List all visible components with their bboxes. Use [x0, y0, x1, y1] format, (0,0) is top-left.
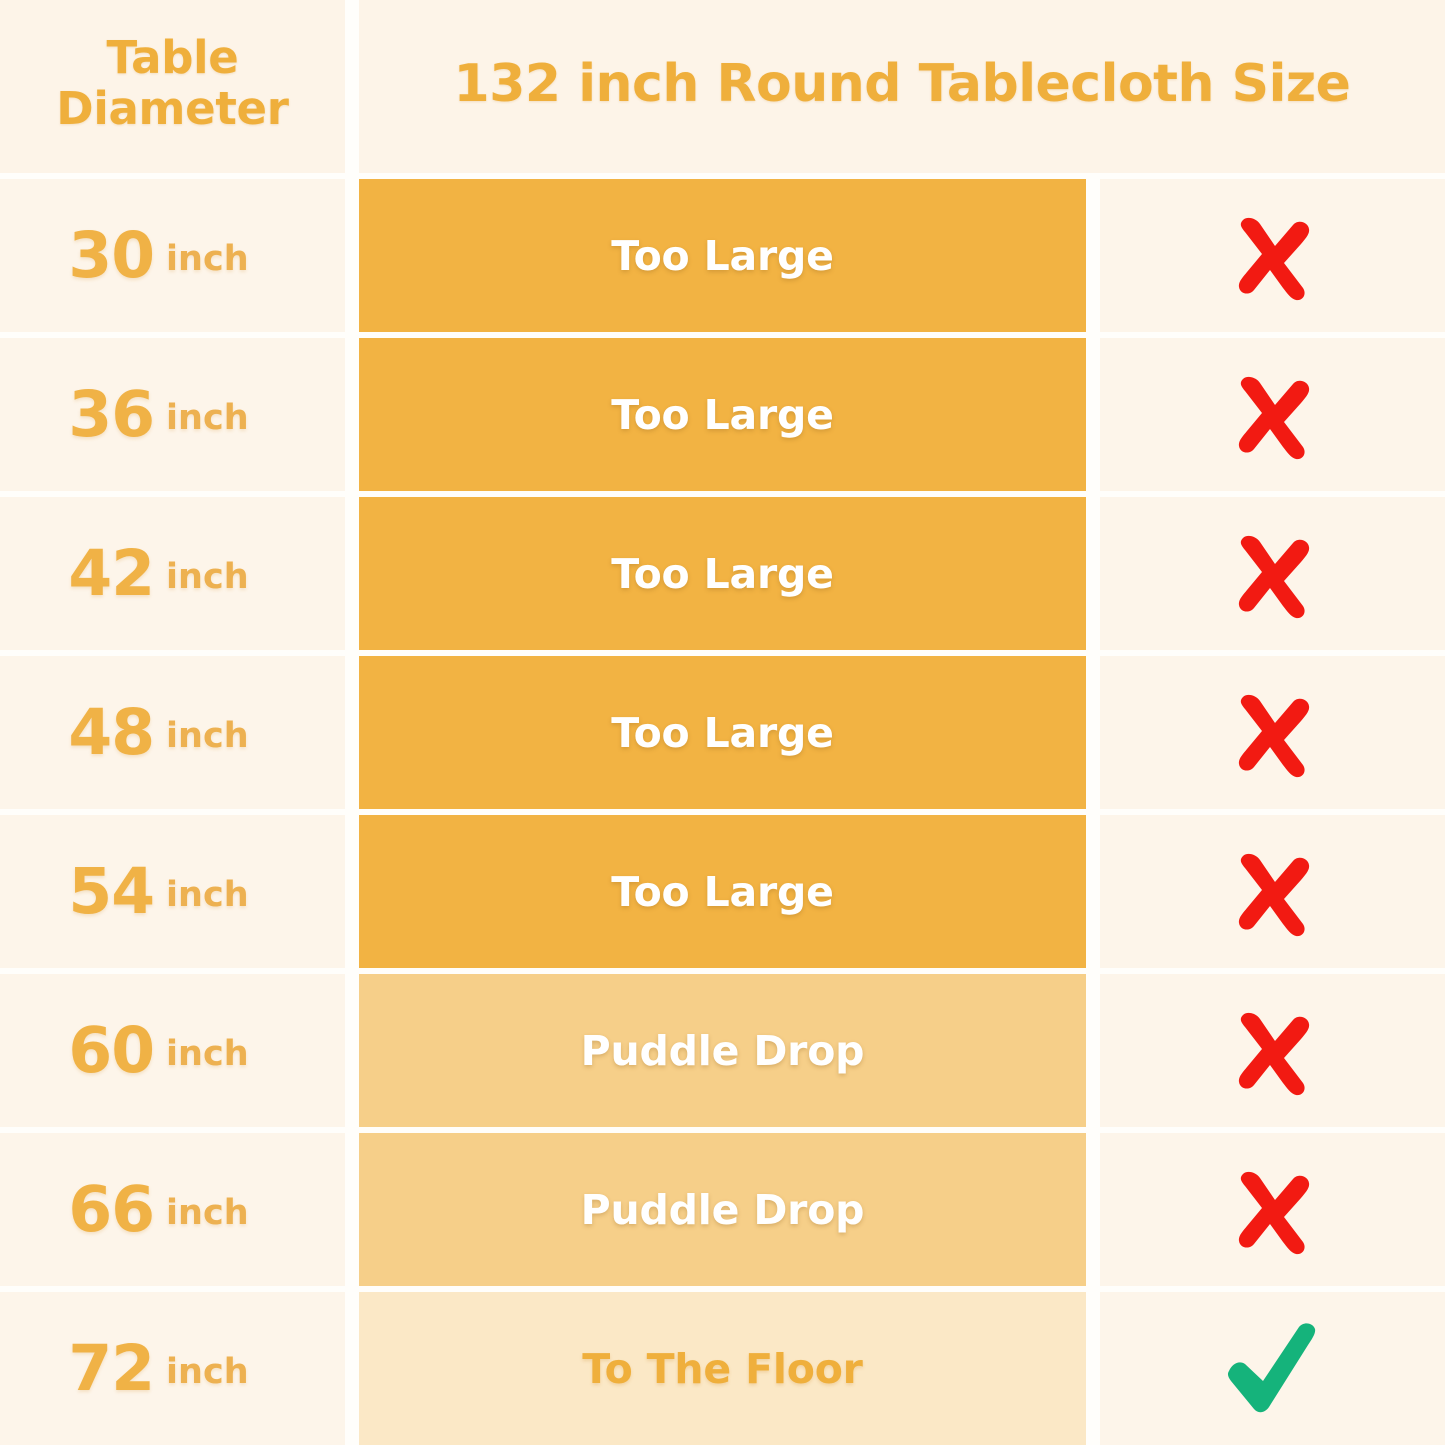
header-table-diameter-line1: Table [106, 31, 239, 85]
diameter-unit: inch [166, 1352, 249, 1392]
verdict-cell [1100, 497, 1445, 650]
status-cell: Too Large [359, 815, 1086, 968]
status-bar: Too Large [359, 179, 1086, 332]
status-label: Too Large [611, 867, 834, 916]
table-row: 72 inch To The Floor [0, 1292, 1445, 1445]
diameter-unit: inch [166, 398, 249, 438]
diameter-value: 36 [68, 378, 155, 451]
diameter-cell: 72 inch [0, 1292, 345, 1445]
status-label: Puddle Drop [580, 1185, 865, 1234]
cross-icon [1223, 206, 1323, 306]
verdict-cell [1100, 338, 1445, 491]
verdict-cell [1100, 974, 1445, 1127]
cross-icon [1223, 842, 1323, 942]
status-bar: Too Large [359, 815, 1086, 968]
header-table-diameter-label: Table Diameter [56, 31, 289, 140]
status-bar: Too Large [359, 497, 1086, 650]
diameter-value: 60 [68, 1014, 155, 1087]
status-bar: Puddle Drop [359, 1133, 1086, 1286]
diameter-value: 30 [68, 219, 155, 292]
verdict-cell [1100, 656, 1445, 809]
table-row: 60 inch Puddle Drop [0, 974, 1445, 1127]
verdict-cell [1100, 815, 1445, 968]
verdict-cell [1100, 1133, 1445, 1286]
diameter-cell: 48 inch [0, 656, 345, 809]
table-row: 42 inch Too Large [0, 497, 1445, 650]
diameter-cell: 36 inch [0, 338, 345, 491]
status-label: To The Floor [582, 1344, 863, 1393]
status-cell: Too Large [359, 497, 1086, 650]
verdict-cell [1100, 1292, 1445, 1445]
status-label: Too Large [611, 390, 834, 439]
diameter-unit: inch [166, 1193, 249, 1233]
status-cell: Puddle Drop [359, 974, 1086, 1127]
status-label: Too Large [611, 708, 834, 757]
table-row: 54 inch Too Large [0, 815, 1445, 968]
check-icon [1223, 1319, 1323, 1419]
diameter-unit: inch [166, 875, 249, 915]
cross-icon [1223, 683, 1323, 783]
cross-icon [1223, 365, 1323, 465]
table-body: 30 inch Too Large 36 inch Too Large 42 inch Too … [0, 173, 1445, 1445]
table-header-row: Table Diameter 132 inch Round Tablecloth… [0, 0, 1445, 173]
status-label: Too Large [611, 549, 834, 598]
cross-icon [1223, 1160, 1323, 1260]
table-row: 66 inch Puddle Drop [0, 1133, 1445, 1286]
header-table-diameter-line2: Diameter [56, 81, 289, 135]
status-cell: To The Floor [359, 1292, 1086, 1445]
status-bar: Too Large [359, 338, 1086, 491]
diameter-value: 42 [68, 537, 155, 610]
diameter-unit: inch [166, 716, 249, 756]
status-label: Too Large [611, 231, 834, 280]
status-label: Puddle Drop [580, 1026, 865, 1075]
header-tablecloth-size-label: 132 inch Round Tablecloth Size [453, 53, 1351, 114]
diameter-value: 48 [68, 696, 155, 769]
diameter-cell: 42 inch [0, 497, 345, 650]
status-cell: Puddle Drop [359, 1133, 1086, 1286]
diameter-unit: inch [166, 557, 249, 597]
verdict-cell [1100, 179, 1445, 332]
diameter-unit: inch [166, 239, 249, 279]
status-bar: To The Floor [359, 1292, 1086, 1445]
header-cell-table-diameter: Table Diameter [0, 0, 345, 173]
diameter-unit: inch [166, 1034, 249, 1074]
header-cell-tablecloth-size: 132 inch Round Tablecloth Size [359, 0, 1445, 173]
table-row: 48 inch Too Large [0, 656, 1445, 809]
status-bar: Too Large [359, 656, 1086, 809]
cross-icon [1223, 524, 1323, 624]
diameter-value: 72 [68, 1332, 155, 1405]
diameter-value: 54 [68, 855, 155, 928]
status-bar: Puddle Drop [359, 974, 1086, 1127]
table-row: 30 inch Too Large [0, 179, 1445, 332]
status-cell: Too Large [359, 338, 1086, 491]
diameter-value: 66 [68, 1173, 155, 1246]
diameter-cell: 30 inch [0, 179, 345, 332]
table-row: 36 inch Too Large [0, 338, 1445, 491]
diameter-cell: 54 inch [0, 815, 345, 968]
diameter-cell: 66 inch [0, 1133, 345, 1286]
status-cell: Too Large [359, 179, 1086, 332]
status-cell: Too Large [359, 656, 1086, 809]
diameter-cell: 60 inch [0, 974, 345, 1127]
cross-icon [1223, 1001, 1323, 1101]
